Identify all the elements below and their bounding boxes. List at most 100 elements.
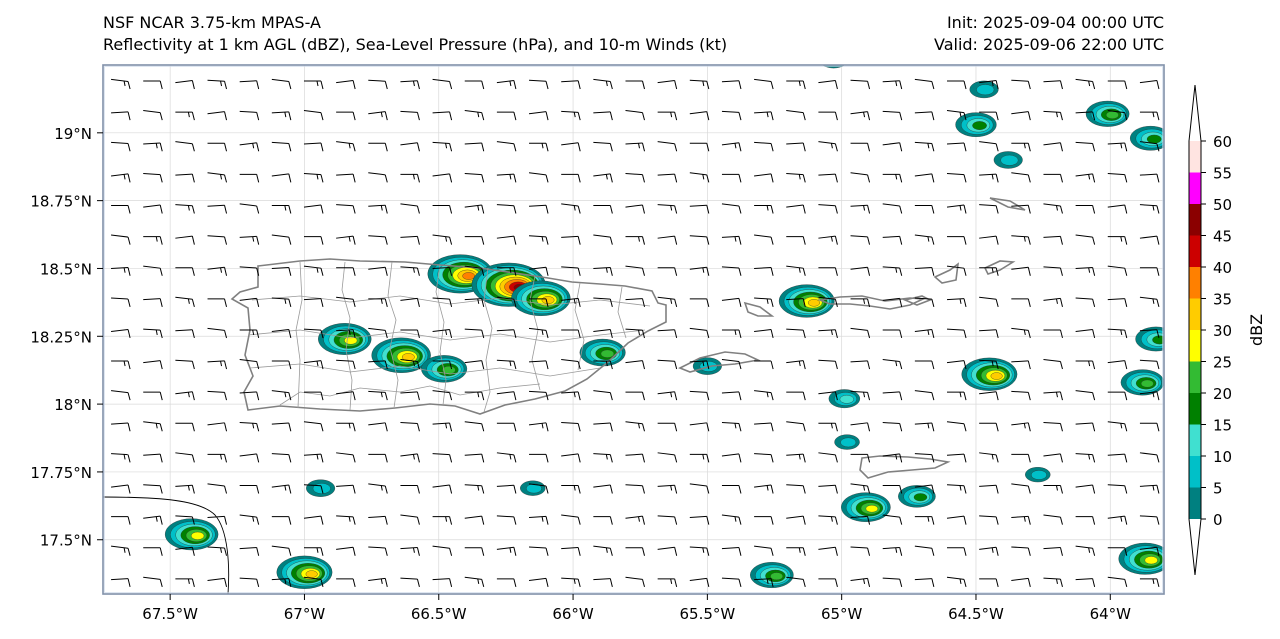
wind-barb [1075, 297, 1096, 307]
wind-barb [914, 516, 935, 525]
wind-barb [336, 267, 356, 276]
wind-barb [850, 204, 871, 214]
reflectivity-cell [1120, 369, 1164, 396]
wind-barb [496, 267, 517, 276]
wind-barbs [111, 78, 1160, 588]
wind-barb [143, 515, 163, 525]
wind-barb [754, 234, 774, 245]
wind-barb [657, 515, 678, 525]
reflectivity-cell [1025, 467, 1051, 483]
wind-barb [786, 173, 806, 183]
wind-barb [657, 80, 678, 90]
wind-barb [657, 296, 678, 307]
wind-barb [207, 142, 228, 152]
wind-barb [303, 421, 324, 432]
wind-barb [336, 141, 356, 152]
reflectivity-cell [834, 434, 860, 450]
wind-barb [143, 547, 163, 556]
wind-barb [561, 80, 581, 90]
wind-barb [368, 204, 388, 214]
wind-barb [657, 452, 678, 463]
title-left-line1: NSF NCAR 3.75-km MPAS-A [103, 13, 321, 32]
wind-barb [1107, 421, 1128, 432]
wind-barb [400, 203, 420, 214]
wind-barb [1075, 360, 1096, 370]
wind-barb [561, 358, 581, 370]
wind-barb [336, 235, 356, 245]
wind-barb [1043, 577, 1063, 588]
wind-barb [882, 577, 903, 588]
wind-barb [496, 80, 517, 90]
wind-barb [914, 390, 935, 401]
wind-barb [1075, 78, 1096, 90]
wind-barb [657, 235, 678, 245]
wind-barb [143, 265, 163, 276]
wind-barb [1139, 204, 1160, 214]
wind-barb [336, 111, 356, 121]
wind-barb [496, 452, 517, 463]
wind-barb [754, 578, 774, 588]
wind-barb [914, 266, 935, 276]
wind-barb [1011, 483, 1031, 494]
wind-barb [111, 266, 131, 276]
wind-barb [689, 577, 710, 587]
wind-barb [689, 483, 710, 494]
reflectivity-cell [164, 518, 219, 551]
wind-barb [336, 296, 356, 307]
wind-barb [946, 328, 967, 339]
wind-barb [175, 80, 195, 90]
wind-barb [368, 142, 388, 152]
wind-barb [1043, 203, 1063, 214]
wind-barb [432, 234, 453, 245]
wind-barb [914, 141, 935, 152]
wind-barb [400, 266, 420, 276]
wind-barb [303, 110, 324, 121]
reflectivity-cell [421, 355, 468, 383]
wind-barb [946, 453, 967, 463]
wind-barb [464, 360, 485, 370]
wind-barb [496, 173, 517, 183]
wind-barb [207, 422, 228, 432]
wind-barb [721, 514, 742, 525]
wind-barb [914, 484, 935, 494]
wind-barb [979, 359, 999, 370]
wind-barb [882, 266, 903, 276]
wind-barb [400, 110, 420, 121]
wind-barb [175, 141, 195, 152]
wind-barb [850, 79, 871, 90]
wind-barb [979, 484, 999, 494]
wind-barb [850, 483, 871, 494]
wind-barb [946, 173, 967, 183]
wind-barb [850, 327, 871, 339]
wind-barb [464, 421, 485, 432]
wind-barb [786, 204, 806, 214]
reflectivity-cell [955, 112, 997, 137]
wind-barb [271, 141, 292, 152]
wind-barb [689, 172, 710, 183]
wind-barb [914, 234, 935, 245]
culebra-island [743, 301, 775, 317]
wind-barb [625, 236, 645, 245]
wind-barb [689, 204, 710, 214]
cell-contour [770, 572, 784, 581]
wind-barb [432, 204, 453, 214]
wind-barb [946, 298, 967, 307]
wind-barb [625, 204, 645, 214]
wind-barb [464, 110, 485, 121]
wind-barb [303, 515, 324, 525]
wind-barb [143, 110, 163, 121]
wind-barb [529, 235, 549, 245]
wind-barb [689, 298, 710, 307]
wind-barb [1139, 578, 1160, 588]
wind-barb [593, 578, 613, 588]
reflectivity-cell [969, 80, 999, 99]
sombrero-reef [989, 197, 1026, 211]
wind-barb [175, 204, 195, 214]
wind-barb [111, 78, 131, 90]
wind-barb [818, 111, 838, 121]
wind-barb [400, 173, 420, 183]
wind-barb [303, 547, 324, 556]
wind-barb [303, 484, 324, 494]
wind-barb [303, 391, 324, 401]
wind-barb [561, 514, 581, 525]
